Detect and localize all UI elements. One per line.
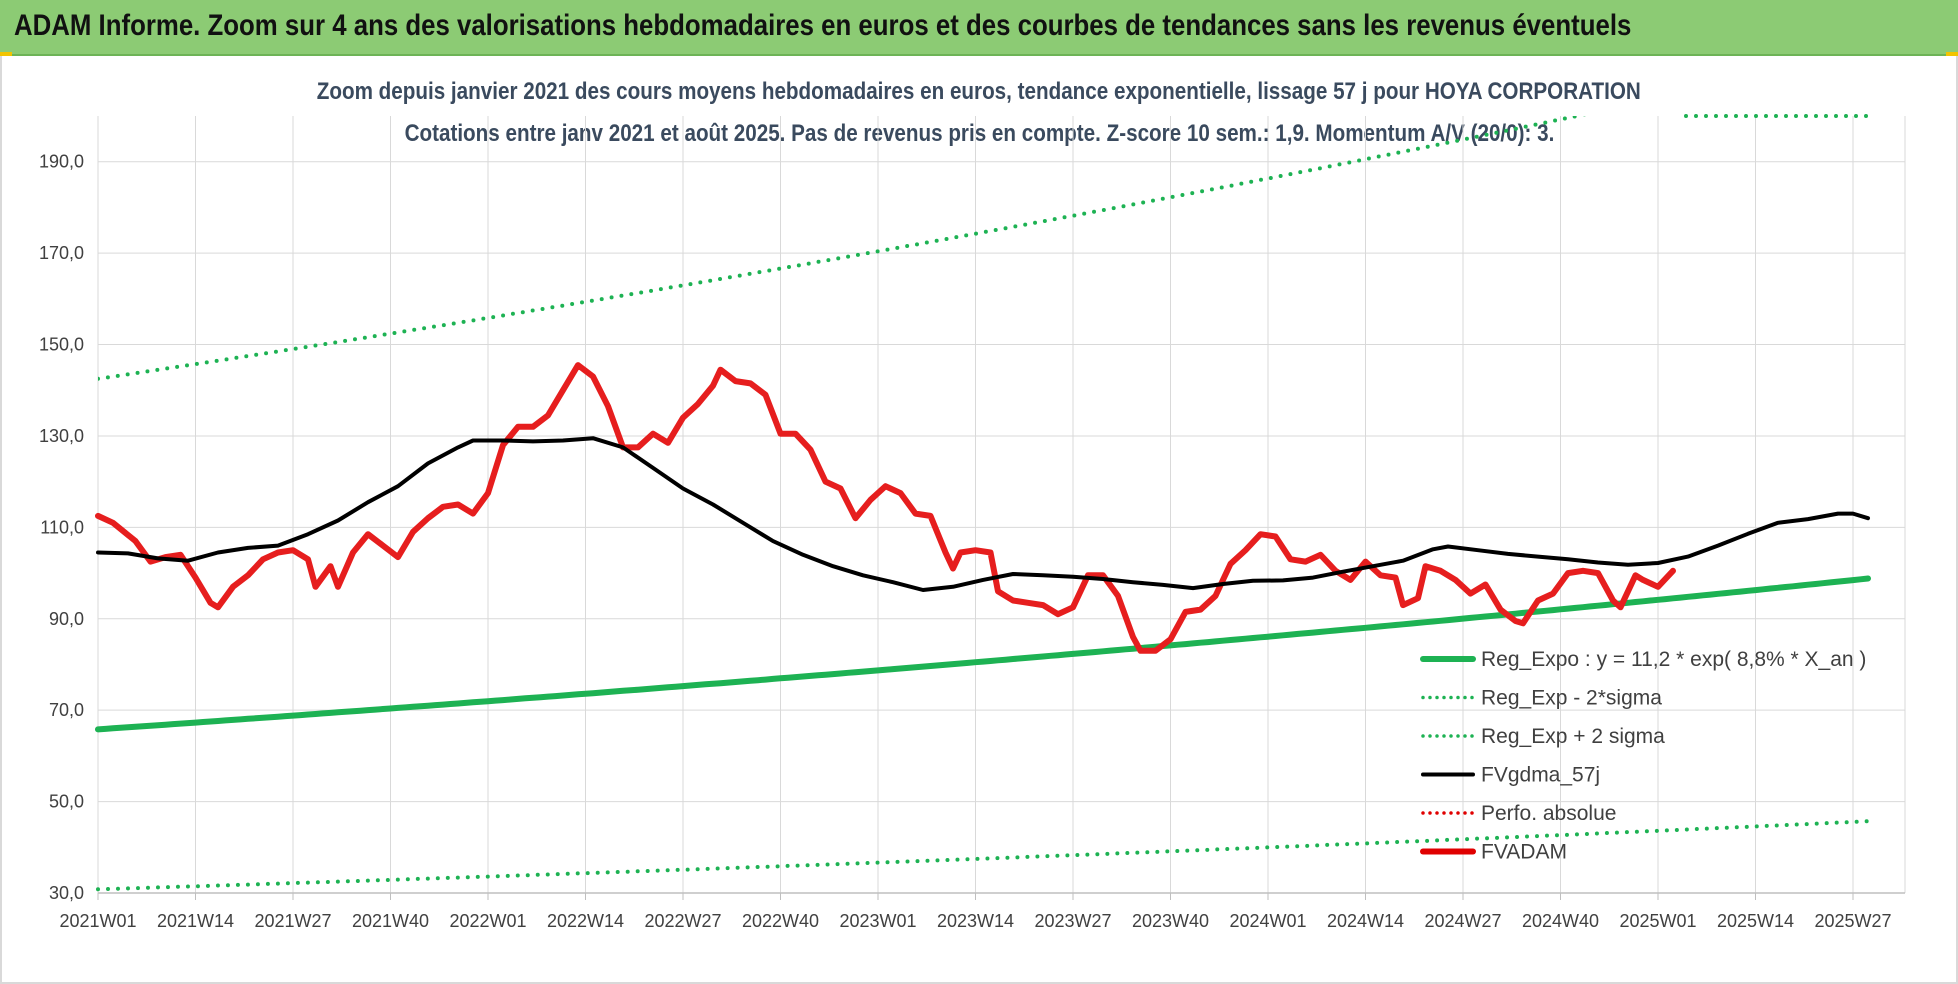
x-tick-label: 2024W40 — [1522, 911, 1599, 931]
y-tick-label: 50,0 — [49, 792, 84, 812]
x-tick-label: 2023W01 — [839, 911, 916, 931]
y-tick-label: 170,0 — [39, 243, 84, 263]
x-tick-label: 2021W27 — [254, 911, 331, 931]
x-tick-label: 2025W14 — [1717, 911, 1794, 931]
chart-title: Zoom depuis janvier 2021 des cours moyen… — [316, 78, 1642, 105]
report-banner: ADAM Informe. Zoom sur 4 ans des valoris… — [0, 0, 1958, 56]
legend-label: Reg_Exp + 2 sigma — [1481, 725, 1665, 748]
x-tick-label: 2023W40 — [1132, 911, 1209, 931]
series-fvgdma — [96, 436, 1870, 592]
x-tick-label: 2025W27 — [1814, 911, 1891, 931]
legend-label: FVgdma_57j — [1481, 764, 1600, 787]
y-tick-label: 90,0 — [49, 609, 84, 629]
legend-label: Reg_Expo : y = 11,2 * exp( 8,8% * X_an ) — [1481, 648, 1866, 671]
y-tick-label: 110,0 — [40, 517, 84, 537]
x-tick-label: 2022W27 — [644, 911, 721, 931]
corner-mark — [1946, 52, 1958, 56]
corner-mark — [0, 52, 12, 56]
chart-subtitle: Cotations entre janv 2021 et août 2025. … — [404, 120, 1554, 147]
legend-label: Reg_Exp - 2*sigma — [1481, 687, 1662, 710]
x-tick-label: 2024W27 — [1424, 911, 1501, 931]
x-tick-label: 2022W01 — [449, 911, 526, 931]
x-tick-label: 2021W14 — [157, 911, 234, 931]
y-tick-label: 70,0 — [49, 700, 84, 720]
series-lower-band — [96, 819, 1870, 892]
x-tick-label: 2025W01 — [1619, 911, 1696, 931]
series-upper-band — [98, 116, 1587, 381]
y-tick-label: 150,0 — [39, 335, 84, 355]
x-tick-label: 2023W27 — [1034, 911, 1111, 931]
series-regression — [95, 575, 1871, 733]
x-tick-label: 2021W40 — [352, 911, 429, 931]
y-tick-label: 30,0 — [49, 883, 84, 903]
legend-label: FVADAM — [1481, 841, 1567, 864]
x-tick-label: 2024W14 — [1327, 911, 1404, 931]
x-tick-label: 2022W40 — [742, 911, 819, 931]
legend-label: Perfo. absolue — [1481, 802, 1616, 825]
x-tick-label: 2023W14 — [937, 911, 1014, 931]
x-tick-label: 2024W01 — [1229, 911, 1306, 931]
x-tick-label: 2022W14 — [547, 911, 624, 931]
banner-title: ADAM Informe. Zoom sur 4 ans des valoris… — [14, 9, 1632, 42]
series-fvadam — [95, 362, 1676, 654]
x-tick-label: 2021W01 — [59, 911, 136, 931]
y-tick-label: 130,0 — [39, 426, 84, 446]
y-tick-label: 190,0 — [39, 152, 84, 172]
